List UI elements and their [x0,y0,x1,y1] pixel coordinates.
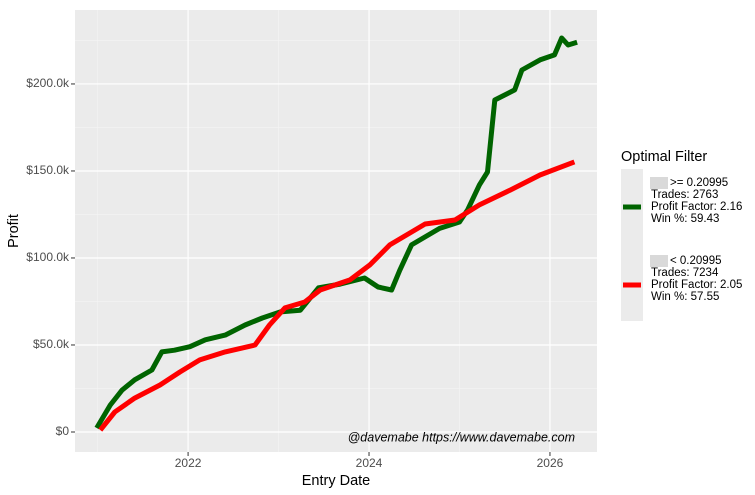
legend-label: >= 0.20995 [670,177,728,189]
legend-label: Win %: 59.43 [651,213,719,225]
legend-swatch [650,177,668,189]
y-tick-label: $150.0k [26,163,70,177]
y-axis-title: Profit [6,214,22,248]
legend-label: Win %: 57.55 [651,291,719,303]
legend-label: Profit Factor: 2.05 [651,279,742,291]
plot: $0 $50.0k $100.0k $150.0k $200.0k 2022 2024 202… [26,10,742,470]
legend-label: Trades: 2763 [651,189,718,201]
y-tick-label: $200.0k [26,76,70,90]
x-axis-title: Entry Date [302,473,371,489]
line [94,35,578,430]
y-tick-label: $50.0k [33,337,70,351]
legend-key-bg [621,169,643,321]
legend-title: Optimal Filter [621,149,707,165]
x-tick-label: 2024 [356,456,383,470]
line [98,159,576,432]
legend-label: < 0.20995 [670,255,721,267]
legend-swatch [650,255,668,267]
legend-label: Trades: 7234 [651,267,719,279]
y-tick-label: $0 [56,424,70,438]
y-tick-label: $100.0k [26,250,70,264]
annotation: @davemabe https://www.davemabe.com [348,430,575,444]
legend-label: Profit Factor: 2.16 [651,201,742,213]
x-tick-label: 2022 [175,456,202,470]
x-tick-label: 2026 [537,456,564,470]
